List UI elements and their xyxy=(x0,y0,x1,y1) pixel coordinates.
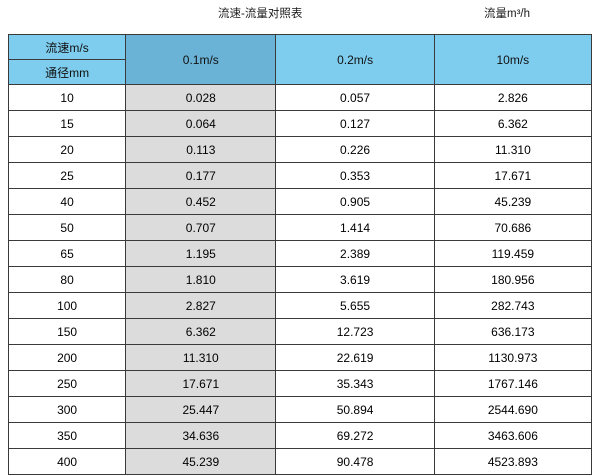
cell-diameter: 100 xyxy=(7,292,127,319)
table-row: 150 6.362 12.723 636.173 xyxy=(7,318,593,345)
cell-flow-0-2: 0.905 xyxy=(275,188,435,215)
table-header-row-bottom: 通径mm xyxy=(7,59,592,85)
cell-flow-0-1: 0.064 xyxy=(125,110,277,137)
cell-flow-10: 6.362 xyxy=(433,110,593,137)
cell-flow-0-2: 90.478 xyxy=(275,448,435,475)
cell-flow-10: 1130.973 xyxy=(433,344,593,371)
table-row: 300 25.447 50.894 2544.690 xyxy=(7,396,593,423)
header-velocity-label: 流速m/s xyxy=(7,34,127,60)
cell-flow-0-1: 0.707 xyxy=(125,214,277,241)
table-row: 250 17.671 35.343 1767.146 xyxy=(7,370,593,397)
cell-flow-0-1: 1.195 xyxy=(125,240,277,267)
table-row: 20 0.113 0.226 11.310 xyxy=(7,136,593,163)
cell-flow-0-1: 45.239 xyxy=(125,448,277,475)
table-body: 10 0.028 0.057 2.826 15 0.064 0.127 6.362 20 0.11… xyxy=(7,84,593,475)
cell-flow-0-2: 5.655 xyxy=(275,292,435,319)
caption-row: 流速-流量对照表 流量m³/h xyxy=(0,0,600,32)
cell-diameter: 300 xyxy=(7,396,127,423)
cell-flow-0-1: 25.447 xyxy=(125,396,277,423)
table-row: 15 0.064 0.127 6.362 xyxy=(7,110,593,137)
cell-flow-0-1: 6.362 xyxy=(125,318,277,345)
header-speed-2: 10m/s xyxy=(433,34,593,85)
cell-flow-0-2: 35.343 xyxy=(275,370,435,397)
header-speed-1: 0.2m/s xyxy=(275,34,435,85)
table-row: 100 2.827 5.655 282.743 xyxy=(7,292,593,319)
table-header: 流速m/s 0.1m/s 0.2m/s 10m/s 通径mm xyxy=(7,34,593,85)
cell-flow-0-2: 22.619 xyxy=(275,344,435,371)
cell-flow-0-2: 2.389 xyxy=(275,240,435,267)
cell-flow-10: 70.686 xyxy=(433,214,593,241)
cell-flow-0-2: 12.723 xyxy=(275,318,435,345)
cell-diameter: 50 xyxy=(7,214,127,241)
cell-flow-0-1: 17.671 xyxy=(125,370,277,397)
cell-diameter: 150 xyxy=(7,318,127,345)
cell-diameter: 400 xyxy=(7,448,127,475)
cell-flow-0-2: 3.619 xyxy=(275,266,435,293)
table-row: 25 0.177 0.353 17.671 xyxy=(7,162,593,189)
cell-flow-10: 2.826 xyxy=(433,84,593,111)
cell-diameter: 25 xyxy=(7,162,127,189)
header-speed-0: 0.1m/s xyxy=(125,34,277,85)
table-row: 50 0.707 1.414 70.686 xyxy=(7,214,593,241)
cell-flow-0-1: 34.636 xyxy=(125,422,277,449)
cell-flow-0-1: 0.113 xyxy=(125,136,277,163)
cell-flow-0-2: 0.127 xyxy=(275,110,435,137)
table-row: 200 11.310 22.619 1130.973 xyxy=(7,344,593,371)
cell-flow-10: 180.956 xyxy=(433,266,593,293)
cell-flow-10: 11.310 xyxy=(433,136,593,163)
cell-flow-10: 4523.893 xyxy=(433,448,593,475)
cell-diameter: 40 xyxy=(7,188,127,215)
cell-flow-0-2: 69.272 xyxy=(275,422,435,449)
cell-flow-10: 119.459 xyxy=(433,240,593,267)
cell-flow-0-2: 1.414 xyxy=(275,214,435,241)
cell-diameter: 80 xyxy=(7,266,127,293)
cell-flow-0-1: 2.827 xyxy=(125,292,277,319)
cell-flow-10: 3463.606 xyxy=(433,422,593,449)
flow-rate-table: 流速m/s 0.1m/s 0.2m/s 10m/s 通径mm 10 0.028 0.… xyxy=(7,34,593,475)
cell-flow-10: 45.239 xyxy=(433,188,593,215)
cell-flow-0-1: 1.810 xyxy=(125,266,277,293)
cell-flow-0-1: 0.452 xyxy=(125,188,277,215)
table-row: 350 34.636 69.272 3463.606 xyxy=(7,422,593,449)
cell-flow-0-1: 0.177 xyxy=(125,162,277,189)
header-diameter-label: 通径mm xyxy=(7,59,127,85)
cell-diameter: 65 xyxy=(7,240,127,267)
cell-diameter: 15 xyxy=(7,110,127,137)
table-row: 65 1.195 2.389 119.459 xyxy=(7,240,593,267)
table-row: 40 0.452 0.905 45.239 xyxy=(7,188,593,215)
cell-flow-0-1: 0.028 xyxy=(125,84,277,111)
cell-diameter: 200 xyxy=(7,344,127,371)
cell-flow-10: 1767.146 xyxy=(433,370,593,397)
cell-diameter: 10 xyxy=(7,84,127,111)
table-header-row-top: 流速m/s 0.1m/s 0.2m/s 10m/s xyxy=(7,34,593,85)
cell-flow-10: 17.671 xyxy=(433,162,593,189)
page-title: 流速-流量对照表 xyxy=(218,8,303,20)
cell-diameter: 350 xyxy=(7,422,127,449)
table-row: 10 0.028 0.057 2.826 xyxy=(7,84,593,111)
flow-table-wrapper: 流速m/s 0.1m/s 0.2m/s 10m/s 通径mm 10 0.028 0.… xyxy=(7,34,593,475)
cell-flow-10: 636.173 xyxy=(433,318,593,345)
cell-flow-0-2: 50.894 xyxy=(275,396,435,423)
cell-flow-10: 2544.690 xyxy=(433,396,593,423)
unit-label: 流量m³/h xyxy=(484,8,530,20)
table-row: 400 45.239 90.478 4523.893 xyxy=(7,448,593,475)
table-row: 80 1.810 3.619 180.956 xyxy=(7,266,593,293)
cell-flow-0-2: 0.353 xyxy=(275,162,435,189)
cell-flow-10: 282.743 xyxy=(433,292,593,319)
cell-diameter: 250 xyxy=(7,370,127,397)
cell-flow-0-1: 11.310 xyxy=(125,344,277,371)
cell-flow-0-2: 0.226 xyxy=(275,136,435,163)
cell-flow-0-2: 0.057 xyxy=(275,84,435,111)
cell-diameter: 20 xyxy=(7,136,127,163)
